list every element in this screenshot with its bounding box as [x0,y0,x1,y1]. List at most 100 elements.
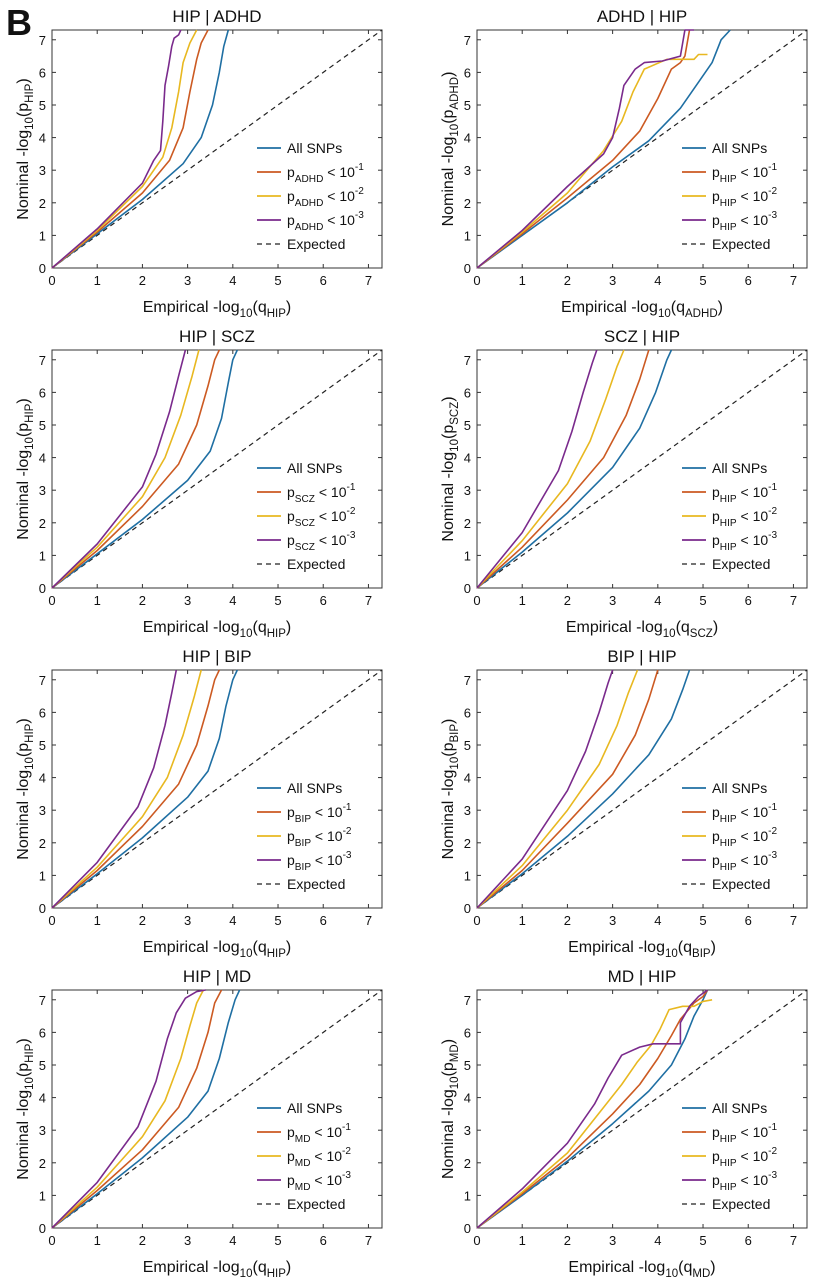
y-tick-label: 4 [464,1091,471,1106]
legend-label: pMD < 10-2 [287,1146,351,1169]
y-axis-label-group: Nominal -log10(pMD) [440,1039,461,1179]
series-line-4 [51,669,178,909]
x-tick-label: 6 [320,273,327,288]
x-tick-label: 3 [184,273,191,288]
y-tick-label: 2 [39,1156,46,1171]
legend-label: Expected [287,876,345,892]
y-tick-label: 7 [464,993,471,1008]
legend-label: All SNPs [287,140,342,156]
legend-label: pMD < 10-1 [287,1122,351,1145]
legend-label: All SNPs [287,460,342,476]
y-axis-label-group: Nominal -log10(pHIP) [15,718,36,859]
y-tick-label: 2 [39,836,46,851]
x-tick-label: 0 [473,913,480,928]
y-tick-label: 7 [464,33,471,48]
x-tick-label: 0 [473,273,480,288]
y-tick-label: 7 [39,673,46,688]
x-tick-label: 7 [365,913,372,928]
y-axis-label-group: Nominal -log10(pHIP) [15,1038,36,1179]
series-line-3 [51,349,200,589]
x-axis-label: Empirical -log10(qMD) [568,1259,715,1280]
legend-label: Expected [287,236,345,252]
x-tick-label: 4 [654,273,661,288]
y-tick-label: 7 [39,353,46,368]
y-tick-label: 7 [39,993,46,1008]
y-tick-label: 6 [464,65,471,80]
x-tick-label: 4 [654,593,661,608]
legend-label: Expected [712,876,770,892]
x-tick-label: 4 [229,1233,236,1248]
y-tick-label: 0 [39,901,46,916]
series-line-4 [51,989,206,1229]
y-tick-label: 5 [39,98,46,113]
chart-panel-1: 00 1 1 2 2 3 3 4 4 5 5 6 6 7 7 HIP | ADHD Empirical -log… [15,7,383,320]
x-tick-label: 0 [473,1233,480,1248]
x-tick-label: 2 [139,1233,146,1248]
series-line-4 [476,669,614,909]
y-tick-label: 2 [464,516,471,531]
y-tick-label: 6 [39,385,46,400]
y-tick-label: 6 [39,1025,46,1040]
x-axis-label: Empirical -log10(qHIP) [143,1259,292,1280]
y-axis-label: Nominal -log10(pHIP) [15,398,36,539]
y-tick-label: 0 [464,261,471,276]
chart-title: HIP | SCZ [179,327,255,346]
x-axis-label: Empirical -log10(qHIP) [143,939,292,960]
series-line-1 [51,29,230,269]
y-tick-label: 7 [464,673,471,688]
x-tick-label: 0 [48,273,55,288]
series-line-2 [476,349,650,589]
y-axis-label: Nominal -log10(pSCZ) [440,396,461,541]
expected-line [476,669,808,909]
legend-label: pHIP < 10-2 [712,506,777,529]
chart-title: SCZ | HIP [604,327,680,346]
series-line-4 [476,989,708,1229]
x-tick-label: 1 [94,913,101,928]
x-tick-label: 2 [564,273,571,288]
legend-label: pHIP < 10-3 [712,1170,777,1193]
y-tick-label: 3 [39,803,46,818]
x-tick-label: 6 [320,913,327,928]
x-tick-label: 6 [745,913,752,928]
legend-label: Expected [712,1196,770,1212]
legend-label: pHIP < 10-2 [712,826,777,849]
series-line-2 [51,669,221,909]
x-tick-label: 5 [699,593,706,608]
y-tick-label: 2 [464,196,471,211]
y-tick-label: 1 [464,228,471,243]
chart-title: HIP | MD [183,967,251,986]
series-line-4 [51,349,187,589]
y-tick-label: 1 [464,1188,471,1203]
series-line-2 [476,669,659,909]
x-tick-label: 1 [519,273,526,288]
series-line-3 [476,349,625,589]
y-axis-label: Nominal -log10(pHIP) [15,718,36,859]
x-axis-label: Empirical -log10(qADHD) [561,299,723,320]
legend-label: pHIP < 10-3 [712,530,777,553]
chart-panel-3: 00 1 1 2 2 3 3 4 4 5 5 6 6 7 7 HIP | SCZ Empirical -log1… [15,327,383,640]
legend-label: pHIP < 10-1 [712,162,777,185]
legend-label: All SNPs [287,780,342,796]
legend-label: pBIP < 10-3 [287,850,352,873]
chart-title: HIP | BIP [182,647,251,666]
legend-label: pHIP < 10-3 [712,210,777,233]
y-tick-label: 3 [464,483,471,498]
x-tick-label: 1 [94,273,101,288]
y-tick-label: 0 [464,581,471,596]
y-tick-label: 1 [39,1188,46,1203]
x-tick-label: 2 [564,1233,571,1248]
y-tick-label: 0 [464,901,471,916]
y-tick-label: 4 [39,771,46,786]
legend-label: Expected [287,1196,345,1212]
x-tick-label: 4 [229,273,236,288]
x-tick-label: 6 [745,1233,752,1248]
chart-title: BIP | HIP [607,647,676,666]
legend-label: pADHD < 10-3 [287,210,364,233]
y-tick-label: 5 [464,738,471,753]
y-tick-label: 6 [39,65,46,80]
series-line-1 [476,669,691,909]
x-tick-label: 0 [473,593,480,608]
series-line-1 [476,29,731,269]
legend-label: pHIP < 10-3 [712,850,777,873]
x-tick-label: 6 [320,593,327,608]
